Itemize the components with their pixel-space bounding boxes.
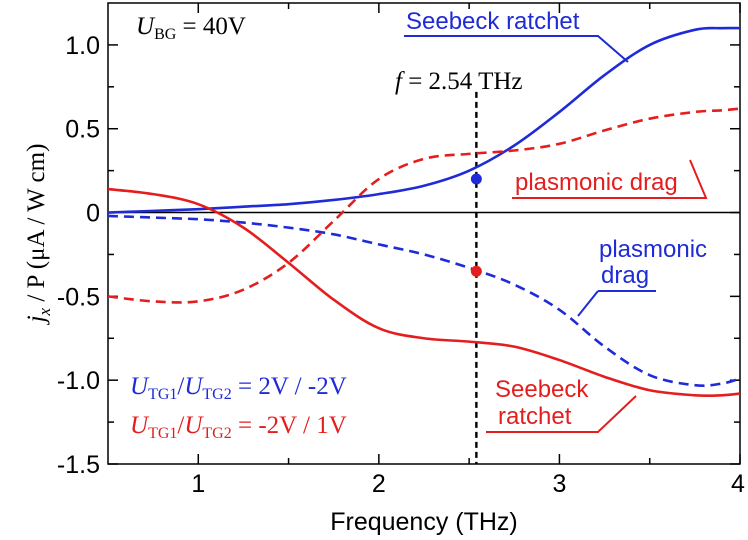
point-marker-1 [470,265,482,277]
series-line-1 [107,214,741,387]
x-tick-label: 4 [731,470,745,498]
seebeck-blue-leader [404,35,629,63]
plasmonic-drag-blue-label-line1: plasmonic [599,236,707,263]
series-line-2 [107,187,741,398]
plasmonic-blue-leader [577,290,599,317]
seebeck-ratchet-blue-label: Seebeck ratchet [406,8,580,35]
plasmonic-drag-red-label: plasmonic drag [515,169,678,196]
x-tick-label: 3 [552,470,566,498]
legend-blue-condition: UTG1/UTG2 = 2V / -2V [130,373,347,403]
series-line-0 [107,26,741,214]
y-axis-label: jx / P (μA / W cm) [23,144,54,326]
plot-frame [107,2,741,465]
series-group [107,26,741,398]
y-tick-label: -1.0 [57,367,100,395]
plasmonic-drag-blue-label-line2: drag [601,262,649,289]
y-tick-label: 0 [86,200,100,228]
point-marker-0 [470,173,482,185]
y-tick-label: -1.5 [57,451,100,479]
seebeck-ratchet-red-label-line2: ratchet [498,403,572,430]
y-tick-label: 1.0 [65,32,100,60]
legend-red-condition: UTG1/UTG2 = -2V / 1V [130,412,347,442]
seebeck-ratchet-red-label-line1: Seebeck [495,376,589,403]
plasmonic-red-leader [512,159,708,199]
x-tick-label: 1 [191,470,205,498]
y-tick-label: 0.5 [65,116,100,144]
x-tick-label: 2 [372,470,386,498]
series-line-3 [107,107,741,304]
marker-group [470,173,482,277]
x-axis-label: Frequency (THz) [330,508,518,536]
seebeck-red-leader [486,395,637,433]
frequency-label: f = 2.54 THz [395,68,523,95]
ubg-label: UBG = 40V [136,13,246,43]
tick-labels: 1 2 3 4 1.0 0.5 0 -0.5 -1.0 -1.5 [57,32,745,498]
y-tick-label: -0.5 [57,283,100,311]
